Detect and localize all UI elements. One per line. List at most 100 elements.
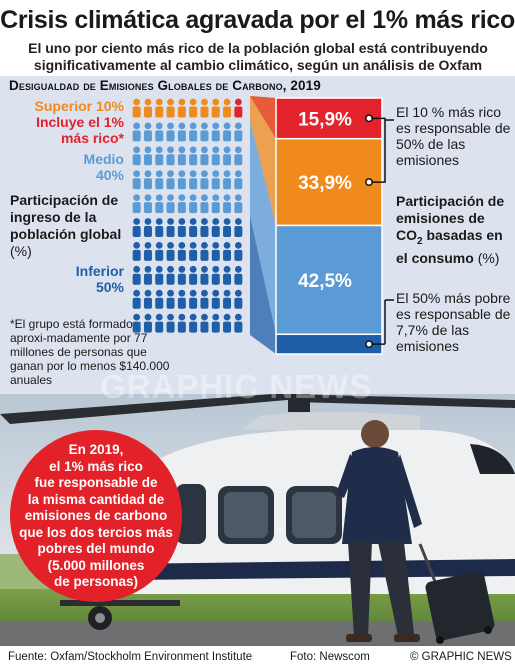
footer — [0, 646, 515, 669]
person-icon — [223, 194, 232, 214]
person-head — [167, 289, 174, 297]
callout-line: la misma cantidad de — [27, 491, 165, 507]
person-body — [143, 226, 152, 237]
person-body — [200, 106, 209, 118]
callout-line: fue responsable de — [34, 475, 158, 490]
label-middle-name: Medio — [83, 151, 124, 167]
person-icon — [132, 265, 141, 285]
person-body — [155, 321, 164, 333]
person-icon — [155, 146, 164, 166]
person-body — [223, 202, 232, 214]
person-icon — [200, 98, 209, 118]
person-head — [155, 146, 163, 154]
person-body — [189, 249, 198, 261]
note-top-10: El 10 % más rico es responsable de 50% d… — [396, 104, 511, 168]
population-icon-grid — [132, 98, 243, 333]
person-head — [144, 194, 152, 202]
person-icon — [132, 242, 141, 261]
person-icon — [143, 122, 152, 142]
person-icon — [211, 122, 220, 142]
brand-credit: © GRAPHIC NEWS — [410, 651, 512, 663]
person-body — [223, 106, 232, 118]
person-head — [234, 98, 242, 106]
person-head — [144, 146, 152, 154]
watermark: GRAPHIC NEWS — [100, 368, 373, 405]
person-head — [201, 122, 208, 130]
person-icon — [166, 122, 175, 142]
person-body — [155, 273, 164, 285]
person-icon — [200, 289, 209, 309]
person-body — [155, 249, 164, 261]
person-icon — [189, 98, 198, 118]
person-body — [223, 130, 232, 142]
person-icon — [155, 122, 164, 142]
person-body — [132, 226, 141, 237]
person-body — [177, 297, 186, 309]
person-icon — [189, 289, 198, 309]
emissions-value-label: 15,9% — [298, 109, 352, 130]
person-body — [155, 226, 164, 237]
person-body — [143, 130, 152, 142]
person-head — [212, 122, 220, 130]
emissions-chart: 15,9% 33,9% 42,5% — [132, 96, 394, 355]
person-icon — [155, 242, 164, 261]
person-body — [189, 106, 198, 118]
person-body — [200, 226, 209, 237]
person-head — [133, 289, 141, 297]
person-head — [178, 265, 186, 273]
person-icon — [177, 242, 186, 261]
person-icon — [211, 265, 220, 285]
person-body — [234, 226, 243, 237]
person-icon — [177, 289, 186, 309]
person-head — [155, 194, 163, 202]
person-icon — [143, 242, 152, 261]
person-body — [132, 130, 141, 142]
footnote: *El grupo está formado aproxi-madamente … — [10, 317, 170, 387]
person-head — [212, 289, 220, 297]
connector-band — [250, 119, 276, 335]
person-head — [189, 313, 197, 321]
person-icon — [200, 146, 209, 166]
person-body — [211, 202, 220, 214]
person-body — [177, 321, 186, 333]
person-icon — [223, 289, 232, 309]
person-body — [155, 202, 164, 214]
person-body — [155, 178, 164, 190]
label-top-1: Incluye el 1% más rico* — [36, 114, 124, 146]
person-icon — [200, 122, 209, 142]
person-head — [234, 194, 242, 202]
person-icon — [200, 170, 209, 190]
person-body — [132, 178, 141, 190]
person-head — [155, 265, 163, 273]
person-head — [155, 289, 163, 297]
person-icon — [155, 289, 164, 309]
person-head — [178, 313, 186, 321]
callout-line: (5.000 millones — [47, 557, 145, 573]
person-icon — [132, 289, 141, 309]
callout-line: emisiones de carbono — [24, 508, 168, 523]
person-body — [234, 178, 243, 190]
emissions-title-sub: 2 — [417, 235, 423, 247]
person-head — [133, 313, 141, 321]
person-icon — [189, 313, 198, 333]
person-body — [211, 249, 220, 261]
person-icon — [177, 313, 186, 333]
label-bottom-pct: 50% — [95, 279, 124, 295]
person-body — [234, 297, 243, 309]
person-icon — [223, 242, 232, 261]
person-body — [200, 154, 209, 166]
person-head — [155, 122, 163, 130]
person-head — [144, 289, 152, 297]
person-head — [189, 265, 197, 273]
person-head — [144, 313, 152, 321]
person-icon — [234, 170, 243, 190]
callout-circle: En 2019, el 1% más rico fue responsable … — [10, 430, 182, 602]
callout-line: el 1% más rico — [49, 458, 143, 474]
person-icon — [211, 289, 220, 309]
leader-bottom-50-dot — [365, 340, 373, 349]
person-icon — [177, 218, 186, 237]
person-body — [132, 249, 141, 261]
person-head — [223, 170, 231, 178]
person-head — [223, 146, 231, 154]
person-body — [211, 297, 220, 309]
